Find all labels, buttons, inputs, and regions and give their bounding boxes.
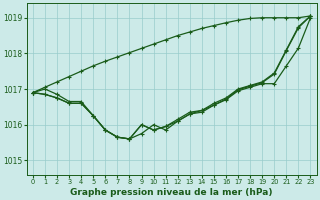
X-axis label: Graphe pression niveau de la mer (hPa): Graphe pression niveau de la mer (hPa) — [70, 188, 273, 197]
